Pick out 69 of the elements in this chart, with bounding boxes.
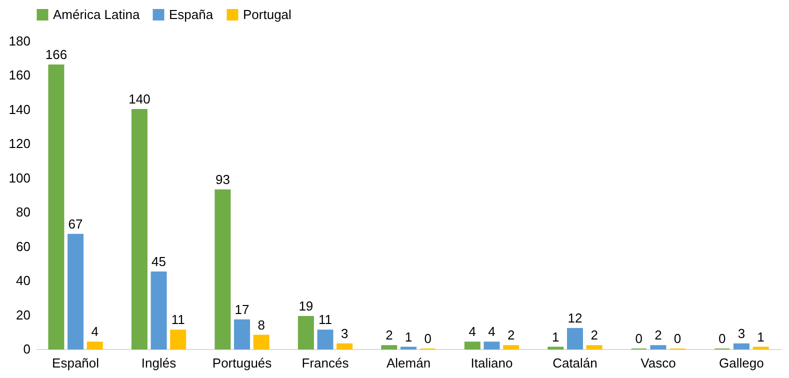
data-label: 0 [718,331,726,346]
bar [650,345,666,350]
x-tick-label: Catalán [552,356,598,370]
y-tick-label: 160 [8,68,30,83]
y-tick-label: 40 [16,273,30,288]
legend-label: Portugal [243,6,292,22]
x-tick-label: Portugués [212,356,272,370]
data-label: 2 [386,328,393,343]
y-tick-label: 0 [23,342,30,356]
data-label: 166 [45,46,68,62]
data-label: 1 [757,329,764,344]
y-tick-label: 180 [8,34,30,48]
data-label: 3 [738,326,746,341]
bar [317,330,334,350]
data-label: 19 [298,298,314,314]
data-label: 0 [635,331,643,346]
data-label: 2 [654,328,662,343]
data-label: 4 [468,324,476,340]
data-label: 3 [340,326,348,341]
bar [170,330,186,350]
bar [336,343,353,350]
data-label: 11 [318,312,332,328]
data-label: 45 [152,254,166,269]
bar [86,342,103,350]
bar [131,108,148,350]
x-tick-label: Alemán [386,356,431,370]
data-label: 17 [234,302,250,317]
data-label: 2 [507,328,515,343]
y-tick-label: 60 [16,238,30,254]
bar [381,345,398,350]
bar [234,319,250,350]
bar [566,328,583,350]
x-tick-label: Gallego [719,356,764,370]
bar [48,64,64,350]
data-label: 67 [68,216,83,232]
data-label: 12 [568,310,582,326]
data-label: 4 [488,324,496,340]
bar [253,334,270,350]
data-label: 140 [128,91,150,106]
bar [733,343,750,350]
data-label: 0 [674,331,682,346]
data-label: 4 [91,324,98,340]
bar [214,189,231,350]
x-tick-label: Inglés [141,356,177,370]
x-tick-label: Vasco [640,356,676,370]
bar [298,316,314,350]
legend-label: España [169,6,214,22]
y-tick-label: 140 [8,102,30,117]
data-label: 8 [258,317,265,332]
bar [464,342,480,350]
bar [150,272,167,350]
bar [484,342,500,350]
x-tick-label: Español [52,356,100,370]
bar [503,345,520,350]
legend-label: América Latina [53,6,140,22]
y-tick-label: 80 [16,204,30,220]
bar [68,234,84,350]
x-tick-label: Francés [302,356,350,370]
y-tick-label: 100 [8,170,30,186]
bar [586,345,602,350]
x-tick-label: Italiano [470,356,513,370]
data-label: 93 [215,172,230,187]
y-tick-label: 20 [16,307,30,322]
data-label: 0 [424,331,432,346]
data-label: 1 [404,329,412,344]
data-label: 1 [552,329,560,344]
y-tick-label: 120 [8,136,30,152]
data-label: 2 [590,328,598,343]
data-label: 11 [171,312,185,328]
